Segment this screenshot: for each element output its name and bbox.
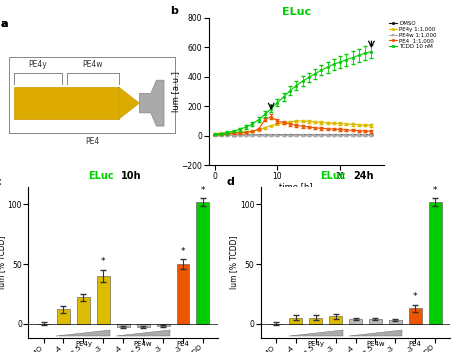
Polygon shape [118, 87, 139, 119]
Text: PE4: PE4 [177, 341, 190, 347]
Legend: DMSO, PE4y 1:1,000, PE4w 1:1,000, PE4  1:1,000, TCDD 10 nM: DMSO, PE4y 1:1,000, PE4w 1:1,000, PE4 1:… [389, 20, 437, 50]
Y-axis label: lum [% TCDD]: lum [% TCDD] [0, 235, 6, 289]
Polygon shape [139, 80, 164, 126]
Text: PE4: PE4 [85, 137, 99, 146]
Title: ELuc: ELuc [282, 7, 311, 17]
FancyBboxPatch shape [14, 87, 118, 119]
Text: a: a [1, 19, 9, 29]
Bar [137, 323, 150, 327]
Polygon shape [116, 329, 170, 337]
Bar [409, 308, 422, 323]
Text: *: * [413, 292, 418, 301]
Bar [97, 276, 110, 323]
Text: *: * [181, 247, 185, 256]
Text: a: a [1, 19, 9, 29]
Bar [156, 323, 170, 326]
Text: ELuc: ELuc [88, 170, 113, 181]
Bar [329, 316, 342, 323]
Text: PE4y: PE4y [307, 341, 324, 347]
Text: 24h: 24h [353, 170, 374, 181]
Text: PE4y: PE4y [75, 341, 92, 347]
Polygon shape [56, 329, 110, 337]
Bar [196, 202, 210, 323]
Text: *: * [433, 186, 438, 195]
Text: *: * [201, 186, 205, 195]
Bar [389, 320, 402, 323]
Y-axis label: lum [% TCDD]: lum [% TCDD] [229, 235, 238, 289]
Text: PE4: PE4 [409, 341, 422, 347]
Text: b: b [170, 6, 178, 16]
Bar [428, 202, 442, 323]
Text: c: c [0, 177, 1, 188]
Bar [349, 319, 362, 323]
Text: PE4y: PE4y [28, 61, 47, 69]
Bar [176, 264, 190, 323]
Text: d: d [227, 177, 235, 188]
Text: PE4w: PE4w [366, 341, 385, 347]
Polygon shape [348, 329, 402, 337]
Bar [77, 297, 90, 323]
Polygon shape [289, 329, 343, 337]
Text: ELuc: ELuc [320, 170, 346, 181]
Text: PE4w: PE4w [82, 61, 103, 69]
Bar [309, 318, 322, 323]
Bar [369, 319, 382, 323]
Text: PE4w: PE4w [134, 341, 153, 347]
Text: 10h: 10h [120, 170, 141, 181]
Bar [117, 323, 130, 327]
Bar [289, 318, 302, 323]
Bar [57, 309, 70, 323]
X-axis label: time [h]: time [h] [280, 182, 313, 191]
Y-axis label: lum [a.u.]: lum [a.u.] [171, 71, 180, 112]
Text: *: * [101, 257, 106, 266]
